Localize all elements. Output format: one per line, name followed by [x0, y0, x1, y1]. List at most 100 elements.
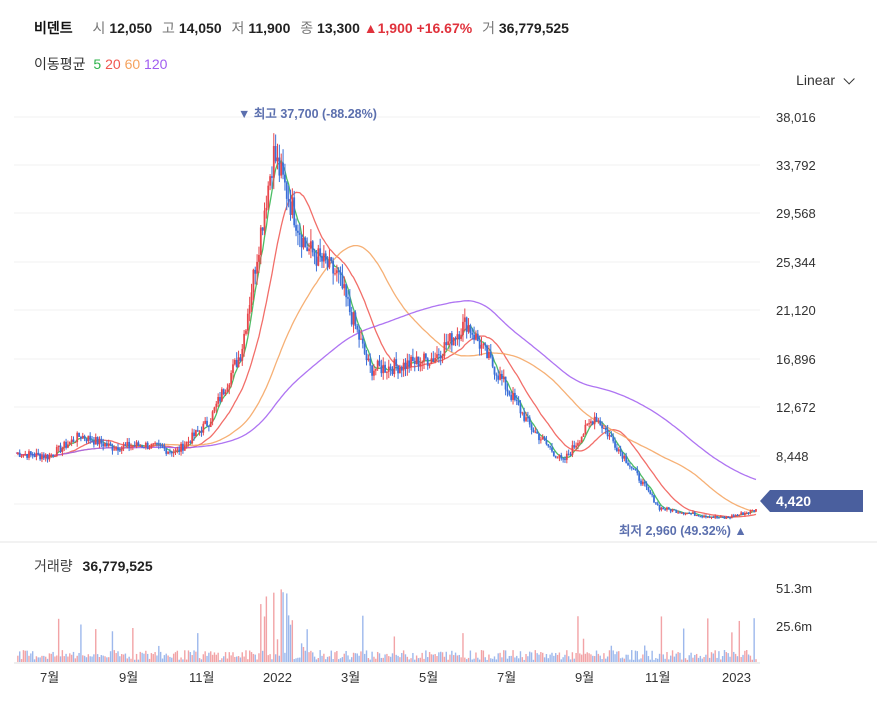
volume-bar: [67, 656, 69, 662]
volume-bar: [673, 656, 676, 662]
candle-body: [293, 197, 296, 226]
candle-body: [536, 431, 539, 434]
volume-bar: [352, 652, 355, 662]
volume-bar: [362, 615, 364, 662]
candle-body: [666, 507, 668, 510]
candle-body: [98, 438, 101, 445]
candle-body: [68, 441, 71, 445]
volume-bar: [282, 592, 284, 662]
candle-body: [356, 325, 359, 330]
candle-body: [326, 260, 329, 268]
candle-body: [74, 442, 77, 444]
candle-body: [165, 448, 168, 454]
candle-body: [630, 466, 633, 469]
volume-bar: [39, 657, 41, 662]
volume-bar: [148, 658, 151, 662]
volume-bar: [525, 653, 527, 662]
candle-body: [541, 437, 544, 440]
candle-body: [189, 441, 192, 444]
volume-bar: [558, 652, 561, 662]
volume-bar: [237, 656, 240, 662]
candle-body: [493, 366, 496, 375]
volume-bar: [100, 655, 103, 662]
candle-body: [126, 441, 129, 445]
candle-body: [730, 515, 733, 518]
volume-bar: [365, 650, 368, 662]
volume-bar: [185, 659, 188, 662]
volume-bar: [432, 654, 434, 662]
candle-body: [96, 437, 99, 445]
candle-body: [480, 344, 483, 349]
volume-bar: [373, 656, 375, 662]
moving-average-label: 이동평균: [34, 56, 86, 72]
candle-body: [222, 389, 225, 395]
candle-body: [159, 444, 162, 447]
candle-body: [278, 157, 281, 176]
volume-bar: [651, 650, 653, 662]
volume-bar: [653, 659, 655, 662]
volume-bar: [146, 653, 149, 662]
volume-bar: [106, 657, 108, 662]
volume-tick-1: 25.6m: [776, 619, 812, 634]
candle-body: [105, 443, 108, 447]
low-label: 저: [231, 20, 245, 36]
volume-bar: [31, 651, 34, 662]
candle-body: [719, 516, 722, 518]
candle-body: [365, 353, 368, 361]
volume-bar: [584, 653, 587, 662]
volume-bar: [571, 652, 574, 662]
volume-bar: [17, 655, 19, 662]
candle-body: [100, 438, 103, 444]
candle-body: [207, 426, 210, 428]
volume-bar: [452, 655, 455, 662]
volume-bar: [671, 650, 674, 662]
grid-lines: [14, 116, 760, 505]
volume-bar: [299, 657, 301, 662]
candle-body: [61, 447, 64, 452]
candle-body: [525, 417, 527, 421]
volume-bar: [132, 628, 134, 662]
volume-label: 거: [482, 20, 495, 36]
candle-body: [311, 241, 314, 253]
volume-bar: [514, 657, 516, 662]
candle-body: [521, 412, 524, 414]
volume-bar: [339, 658, 342, 662]
candle-body: [115, 447, 118, 450]
candle-body: [373, 370, 375, 376]
volume-bar: [395, 654, 397, 662]
candle-body: [463, 317, 466, 322]
volume-bar: [454, 652, 457, 662]
volume-bar: [749, 655, 752, 662]
candle-body: [680, 512, 683, 514]
volume-bar: [540, 652, 542, 662]
candle-body: [638, 473, 641, 481]
candle-body: [46, 454, 49, 460]
volume-bar: [731, 632, 733, 662]
candle-body: [384, 364, 386, 373]
candle-body: [504, 376, 507, 390]
candle-body: [308, 248, 310, 252]
candle-body: [228, 384, 231, 388]
moving-average-legend[interactable]: 이동평균 5 20 60 120: [34, 54, 167, 74]
volume-bar: [427, 657, 429, 662]
candle-body: [363, 343, 366, 354]
candle-body: [547, 444, 550, 447]
candle-body: [413, 361, 416, 365]
volume-bar: [128, 656, 130, 662]
volume-bar: [83, 655, 86, 662]
candle-body: [673, 509, 676, 511]
volume-bar: [697, 657, 700, 662]
candle-body: [408, 360, 411, 367]
volume-bar: [480, 650, 483, 662]
volume-bar: [738, 620, 741, 662]
volume-bar: [421, 652, 423, 662]
volume-bar: [438, 652, 440, 662]
candle-body: [456, 334, 459, 340]
scale-selector[interactable]: Linear: [796, 72, 855, 88]
candle-body: [586, 423, 589, 425]
volume-bar: [612, 650, 614, 662]
candle-body: [517, 400, 520, 405]
volume-bar: [232, 652, 234, 662]
candle-body: [515, 399, 518, 401]
